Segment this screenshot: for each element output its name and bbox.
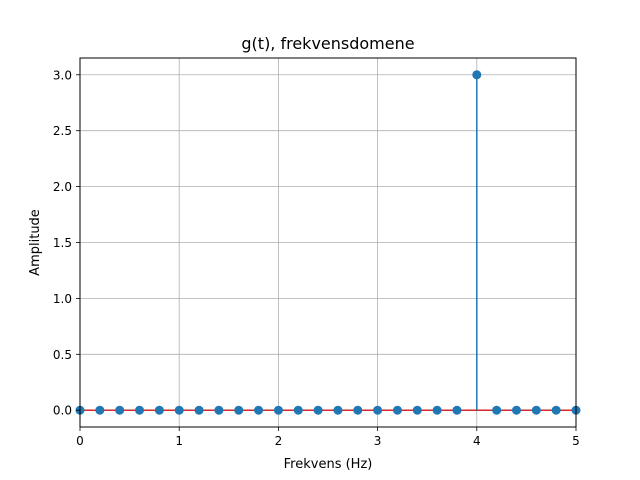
stem-marker <box>313 405 323 415</box>
stem-marker <box>254 405 264 415</box>
stem-marker <box>412 405 422 415</box>
x-tick-label: 0 <box>76 434 84 448</box>
stem-marker <box>551 405 561 415</box>
stem-marker <box>373 405 383 415</box>
stem-marker <box>95 405 105 415</box>
stem-marker <box>174 405 184 415</box>
y-tick-label: 3.0 <box>53 68 72 82</box>
stem-marker <box>234 405 244 415</box>
markers <box>75 70 581 415</box>
stem-marker <box>115 405 125 415</box>
y-tick-label: 0.5 <box>53 348 72 362</box>
stem-marker <box>214 405 224 415</box>
y-tick-label: 2.5 <box>53 124 72 138</box>
x-tick-label: 1 <box>175 434 183 448</box>
stem-marker <box>293 405 303 415</box>
stem-marker <box>432 405 442 415</box>
x-axis-label: Frekvens (Hz) <box>284 457 373 472</box>
y-tick-label: 1.5 <box>53 236 72 250</box>
chart-title: g(t), frekvensdomene <box>241 34 414 53</box>
stem-marker <box>353 405 363 415</box>
y-tick-label: 0.0 <box>53 404 72 418</box>
x-tick-label: 4 <box>473 434 481 448</box>
y-axis: 0.0 0.5 1.0 1.5 2.0 2.5 3.0 <box>53 68 80 418</box>
y-axis-label: Amplitude <box>28 209 43 276</box>
stem-marker <box>333 405 343 415</box>
stem-marker <box>511 405 521 415</box>
stem-marker <box>531 405 541 415</box>
y-tick-label: 2.0 <box>53 180 72 194</box>
grid <box>79 58 577 427</box>
stem-marker <box>452 405 462 415</box>
y-tick-label: 1.0 <box>53 292 72 306</box>
x-tick-label: 5 <box>572 434 580 448</box>
stem-marker <box>472 70 482 80</box>
stem-marker <box>194 405 204 415</box>
x-axis: 0 1 2 3 4 5 <box>76 427 580 448</box>
x-tick-label: 2 <box>275 434 283 448</box>
x-tick-label: 3 <box>374 434 382 448</box>
stem-marker <box>135 405 145 415</box>
stem-marker <box>392 405 402 415</box>
stem-marker <box>492 405 502 415</box>
stem-marker <box>273 405 283 415</box>
stem-marker <box>154 405 164 415</box>
